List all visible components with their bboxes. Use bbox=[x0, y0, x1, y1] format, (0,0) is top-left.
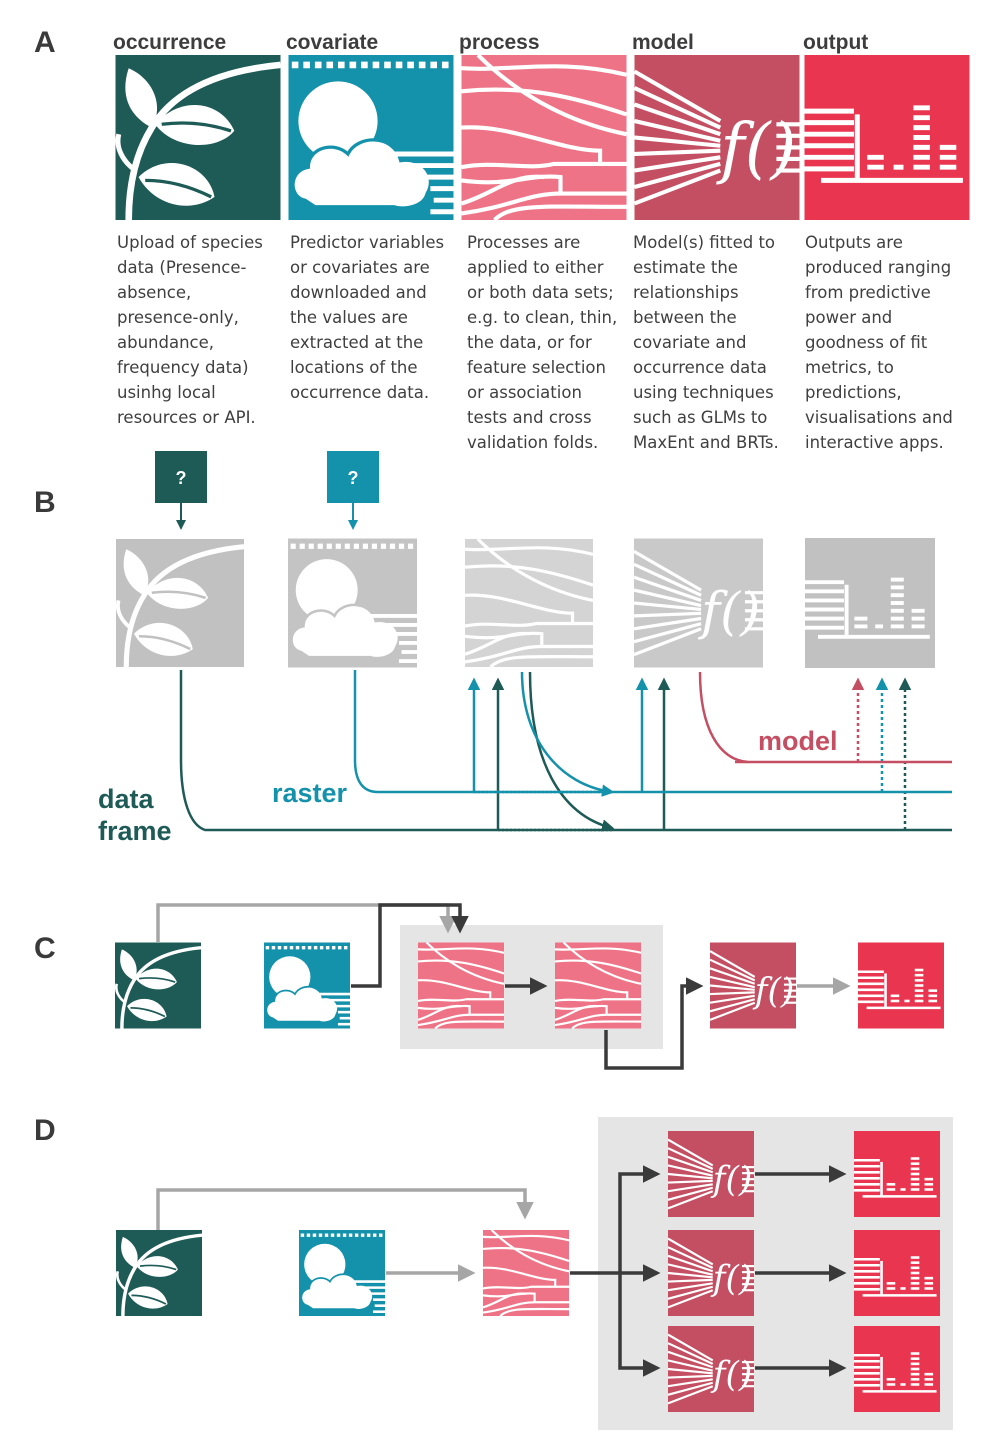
module-descriptions: Upload of species data (Presence-absence,… bbox=[117, 233, 953, 452]
module-model: model bbox=[632, 31, 800, 220]
covariate-query-mark: ? bbox=[348, 468, 359, 488]
panel-c: C bbox=[34, 903, 944, 1070]
module-model-title: model bbox=[632, 31, 694, 54]
output-grey-icon bbox=[805, 538, 935, 668]
process-grey-icon bbox=[465, 538, 593, 668]
occurrence-query-mark: ? bbox=[176, 468, 187, 488]
module-covariate-description-line: Predictor variables bbox=[290, 233, 444, 252]
panel-b: B ? ? bbox=[34, 451, 952, 846]
plant-leaves-icon bbox=[116, 55, 281, 220]
module-covariate-description-line: downloaded and bbox=[290, 283, 427, 302]
bar-chart-icon bbox=[858, 942, 944, 1029]
module-occurrence-description-line: usinhg local bbox=[117, 383, 216, 402]
module-process-description-line: Processes are bbox=[467, 233, 580, 252]
occurrence-query-box: ? bbox=[155, 451, 207, 530]
module-output-description-line: predictions, bbox=[805, 383, 902, 402]
module-occurrence: occurrence bbox=[113, 31, 281, 220]
bar-chart-icon bbox=[805, 55, 970, 220]
occurrence-grey-icon bbox=[116, 539, 244, 667]
module-output-description-line: goodness of fit bbox=[805, 333, 928, 352]
raster-label: raster bbox=[272, 778, 348, 808]
raster-flow bbox=[353, 670, 952, 797]
module-process-description-line: applied to either bbox=[467, 258, 604, 277]
module-occurrence-description-line: presence-only, bbox=[117, 308, 239, 327]
module-process-description-line: or both data sets; bbox=[467, 283, 614, 302]
module-model-description-line: such as GLMs to bbox=[633, 408, 767, 427]
module-process-description-line: e.g. to clean, thin, bbox=[467, 308, 617, 327]
module-covariate-description-line: locations of the bbox=[290, 358, 418, 377]
panel-b-letter: B bbox=[34, 486, 56, 519]
module-model-description-line: between the bbox=[633, 308, 737, 327]
bar-chart-icon bbox=[854, 1131, 940, 1217]
data-frame-label-line2: frame bbox=[98, 816, 172, 846]
bar-chart-icon bbox=[854, 1326, 940, 1412]
module-occurrence-description-line: Upload of species bbox=[117, 233, 263, 252]
module-process-description-line: validation folds. bbox=[467, 433, 598, 452]
model-grey-icon bbox=[634, 538, 763, 668]
module-output-description-line: produced ranging bbox=[805, 258, 951, 277]
module-occurrence-description-line: abundance, bbox=[117, 333, 214, 352]
module-occurrence-description-line: data (Presence- bbox=[117, 258, 247, 277]
panel-a-letter: A bbox=[34, 26, 56, 59]
module-output: output bbox=[803, 31, 970, 220]
function-fx-icon bbox=[668, 1230, 754, 1316]
module-model-description-line: occurrence data bbox=[633, 358, 767, 377]
plant-leaves-icon bbox=[116, 1230, 202, 1316]
module-process: process bbox=[459, 31, 627, 220]
panel-c-arrows bbox=[156, 903, 851, 1070]
sun-cloud-icon bbox=[264, 942, 350, 1029]
module-process-title: process bbox=[459, 31, 540, 54]
module-output-description-line: visualisations and bbox=[805, 408, 953, 427]
panel-d: D bbox=[34, 1114, 953, 1430]
module-model-description-line: estimate the bbox=[633, 258, 738, 277]
function-fx-icon bbox=[635, 55, 800, 220]
module-process-description-line: or association bbox=[467, 383, 582, 402]
flowing-lines-icon bbox=[483, 1230, 569, 1316]
panel-c-letter: C bbox=[34, 932, 56, 965]
module-occurrence-title: occurrence bbox=[113, 31, 226, 54]
module-output-description-line: Outputs are bbox=[805, 233, 903, 252]
module-process-description-line: tests and cross bbox=[467, 408, 592, 427]
sun-cloud-icon bbox=[299, 1230, 385, 1316]
module-model-description-line: using techniques bbox=[633, 383, 774, 402]
data-frame-flow bbox=[179, 670, 952, 832]
plant-leaves-icon bbox=[115, 942, 201, 1029]
module-occurrence-description-line: absence, bbox=[117, 283, 191, 302]
model-label: model bbox=[758, 726, 838, 756]
module-covariate-description-line: or covariates are bbox=[290, 258, 430, 277]
module-output-description-line: metrics, to bbox=[805, 358, 894, 377]
covariate-query-box: ? bbox=[327, 451, 379, 530]
module-output-title: output bbox=[803, 31, 868, 54]
sun-cloud-icon bbox=[289, 55, 454, 220]
bar-chart-icon bbox=[854, 1230, 940, 1316]
module-covariate-description-line: the values are bbox=[290, 308, 408, 327]
module-process-description-line: the data, or for bbox=[467, 333, 592, 352]
panel-d-arrows bbox=[156, 1165, 847, 1377]
module-covariate-description-line: extracted at the bbox=[290, 333, 423, 352]
panel-d-letter: D bbox=[34, 1114, 56, 1147]
function-fx-icon bbox=[668, 1131, 754, 1217]
covariate-grey-icon bbox=[288, 539, 417, 668]
module-covariate: covariate bbox=[286, 31, 454, 220]
flowing-lines-icon bbox=[555, 942, 641, 1029]
module-output-description-line: power and bbox=[805, 308, 892, 327]
module-output-description-line: from predictive bbox=[805, 283, 931, 302]
module-model-description-line: relationships bbox=[633, 283, 739, 302]
module-model-description-line: covariate and bbox=[633, 333, 746, 352]
module-output-description-line: interactive apps. bbox=[805, 433, 944, 452]
module-model-description-line: MaxEnt and BRTs. bbox=[633, 433, 779, 452]
flowing-lines-icon bbox=[418, 942, 504, 1029]
function-fx-icon bbox=[710, 942, 796, 1029]
flowing-lines-icon bbox=[462, 55, 627, 220]
module-covariate-description-line: occurrence data. bbox=[290, 383, 429, 402]
module-covariate-title: covariate bbox=[286, 31, 378, 54]
model-flow bbox=[698, 671, 952, 764]
panel-a: A occurrence covariate process model out… bbox=[34, 26, 970, 452]
module-model-description-line: Model(s) fitted to bbox=[633, 233, 775, 252]
module-process-description-line: feature selection bbox=[467, 358, 606, 377]
module-occurrence-description-line: resources or API. bbox=[117, 408, 256, 427]
function-fx-icon bbox=[668, 1326, 754, 1412]
data-frame-label-line1: data bbox=[98, 784, 155, 814]
module-occurrence-description-line: frequency data) bbox=[117, 358, 249, 377]
